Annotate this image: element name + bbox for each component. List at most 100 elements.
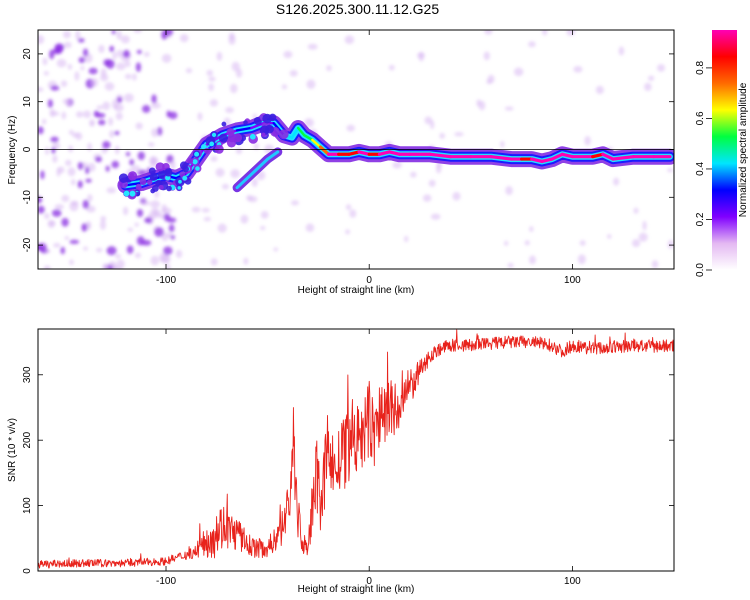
noise-speckle xyxy=(168,224,175,233)
noise-speckle xyxy=(63,41,72,49)
noise-speckle xyxy=(124,73,132,80)
noise-speckle xyxy=(422,194,432,202)
noise-speckle xyxy=(210,155,218,162)
noise-speckle xyxy=(131,165,141,173)
noise-speckle xyxy=(102,101,111,111)
snr-y-tick-label: 200 xyxy=(22,431,33,448)
noise-speckle xyxy=(115,112,123,121)
noise-speckle xyxy=(179,33,189,43)
noise-speckle xyxy=(595,85,604,95)
ridge-clump xyxy=(149,172,158,181)
noise-speckle xyxy=(134,252,142,259)
noise-speckle xyxy=(150,156,156,165)
noise-speckle xyxy=(528,255,536,265)
noise-speckle xyxy=(93,110,100,118)
ridge-clumps xyxy=(118,113,289,200)
noise-speckle xyxy=(48,220,56,226)
ridge-clump xyxy=(135,183,142,190)
noise-speckle xyxy=(114,145,120,155)
noise-speckle xyxy=(44,248,51,254)
ridge-segment xyxy=(489,155,514,161)
noise-speckle xyxy=(657,64,666,72)
noise-speckle xyxy=(98,119,106,126)
ridge-segment xyxy=(611,155,635,161)
noise-speckle xyxy=(109,130,115,139)
noise-speckle xyxy=(75,132,83,141)
noise-speckle xyxy=(88,67,98,75)
noise-speckle xyxy=(230,169,240,179)
ridge-clump xyxy=(233,133,243,143)
noise-speckle xyxy=(116,49,124,58)
ridge-segment xyxy=(530,157,544,164)
noise-speckle xyxy=(57,166,65,174)
spectrogram-y-tick-label: -10 xyxy=(22,190,33,205)
noise-speckle xyxy=(112,51,117,60)
noise-speckle xyxy=(50,111,60,116)
ridge-clump-core xyxy=(192,159,198,165)
noise-speckle xyxy=(618,46,625,56)
noise-speckle xyxy=(67,167,76,177)
ridge-clump xyxy=(253,116,262,126)
noise-speckle xyxy=(507,262,514,268)
noise-speckle xyxy=(579,240,586,246)
colorbar-ticks: 0.0 0.2 0.4 0.6 0.8 xyxy=(695,61,712,277)
noise-speckle xyxy=(240,214,249,224)
noise-speckle xyxy=(166,110,171,118)
noise-speckle xyxy=(83,246,89,251)
noise-speckle xyxy=(60,246,66,255)
ridge-clump xyxy=(164,168,173,177)
ridge-clump xyxy=(221,121,227,127)
noise-speckle xyxy=(346,124,355,132)
ridge-segment xyxy=(560,152,575,159)
noise-speckle xyxy=(524,240,530,246)
noise-speckle xyxy=(289,69,298,77)
noise-speckle xyxy=(487,74,495,84)
noise-speckle xyxy=(290,200,299,206)
colorbar-tick-label: 0.6 xyxy=(695,111,706,125)
spectrogram-y-label: Frequency (Hz) xyxy=(7,116,18,185)
colorbar-tick-label: 0.2 xyxy=(695,212,706,226)
noise-speckle xyxy=(281,84,288,90)
noise-speckle xyxy=(221,183,230,190)
noise-speckle xyxy=(51,147,56,154)
ridge-segment xyxy=(601,152,615,161)
ridge-segment xyxy=(296,126,306,137)
noise-speckle xyxy=(305,223,315,232)
noise-speckle xyxy=(77,162,84,170)
noise-speckle xyxy=(150,255,160,266)
noise-speckle xyxy=(230,83,238,94)
noise-speckle xyxy=(96,105,104,110)
noise-speckle xyxy=(77,38,85,43)
noise-speckle xyxy=(62,30,71,39)
noise-speckle xyxy=(87,162,96,172)
noise-speckle xyxy=(136,49,143,54)
noise-speckle xyxy=(217,223,227,233)
noise-speckle xyxy=(454,132,464,137)
noise-speckle xyxy=(164,30,174,36)
noise-speckle xyxy=(41,118,47,125)
colorbar-tick-label: 0.0 xyxy=(695,263,706,277)
noise-speckle xyxy=(345,204,352,211)
ridge-clump xyxy=(166,185,172,192)
noise-speckle xyxy=(129,159,135,166)
noise-speckle xyxy=(206,69,214,77)
noise-speckle xyxy=(86,205,96,213)
noise-speckle xyxy=(43,212,50,220)
noise-speckle xyxy=(577,254,586,265)
ridge-segment xyxy=(235,126,253,132)
noise-speckle xyxy=(53,242,61,248)
noise-speckle xyxy=(151,128,159,138)
noise-speckle xyxy=(122,206,129,216)
noise-speckle xyxy=(505,185,513,196)
noise-speckle xyxy=(51,209,62,217)
noise-speckle xyxy=(68,129,74,135)
noise-speckle xyxy=(105,59,115,69)
noise-speckle xyxy=(476,99,481,107)
noise-speckle xyxy=(283,50,293,59)
noise-speckle xyxy=(159,252,170,263)
noise-speckle xyxy=(102,263,110,269)
ridge-clump xyxy=(139,177,147,186)
ridge-clump-core xyxy=(211,132,217,138)
